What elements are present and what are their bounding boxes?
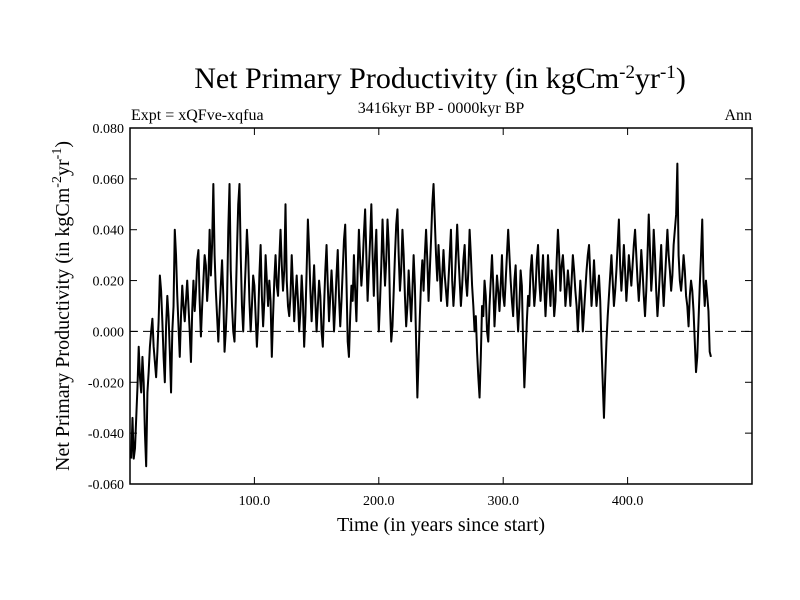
plot-area bbox=[129, 127, 753, 485]
chart-title-main: Net Primary Productivity (in kgCm bbox=[194, 62, 619, 95]
plot-frame bbox=[129, 127, 753, 485]
y-tick-label: -0.040 bbox=[88, 427, 124, 442]
y-tick-label: 0.000 bbox=[93, 325, 125, 340]
chart-title-mid: yr bbox=[635, 62, 660, 95]
chart-title-exponent-2: -1 bbox=[660, 62, 676, 83]
y-tick-label: 0.020 bbox=[93, 275, 125, 290]
x-tick-label: 100.0 bbox=[239, 494, 271, 509]
chart-title-end: ) bbox=[676, 62, 686, 95]
y-axis-label-mid: yr bbox=[52, 159, 74, 176]
y-axis: 0.080 0.060 0.040 0.020 0.000 -0.020 -0.040 -0.… bbox=[88, 122, 752, 493]
experiment-label: Expt = xQFve-xqfua bbox=[131, 107, 264, 124]
y-axis-label-exponent-1: -2 bbox=[50, 176, 65, 188]
y-tick-label: 0.060 bbox=[93, 173, 125, 188]
chart-title: Net Primary Productivity (in kgCm-2yr-1) bbox=[194, 62, 686, 95]
y-tick-label: 0.080 bbox=[93, 122, 125, 137]
x-tick-label: 400.0 bbox=[612, 494, 644, 509]
y-axis-label-main: Net Primary Productivity (in kgCm bbox=[52, 187, 74, 471]
y-tick-label: -0.060 bbox=[88, 478, 124, 493]
npp-series-line bbox=[130, 162, 712, 468]
y-tick-label: -0.020 bbox=[88, 376, 124, 391]
y-tick-label: 0.040 bbox=[93, 224, 125, 239]
y-axis-label-exponent-2: -1 bbox=[50, 148, 65, 160]
x-tick-label: 200.0 bbox=[363, 494, 395, 509]
season-label: Ann bbox=[724, 107, 752, 124]
y-axis-label-end: ) bbox=[52, 141, 74, 148]
x-axis: 100.0 200.0 300.0 400.0 bbox=[239, 128, 644, 509]
x-axis-label: Time (in years since start) bbox=[337, 514, 545, 536]
x-tick-label: 300.0 bbox=[487, 494, 519, 509]
time-range-label: 3416kyr BP - 0000kyr BP bbox=[358, 100, 525, 117]
y-axis-label: Net Primary Productivity (in kgCm-2yr-1) bbox=[50, 141, 74, 471]
chart-title-exponent-1: -2 bbox=[619, 62, 635, 83]
